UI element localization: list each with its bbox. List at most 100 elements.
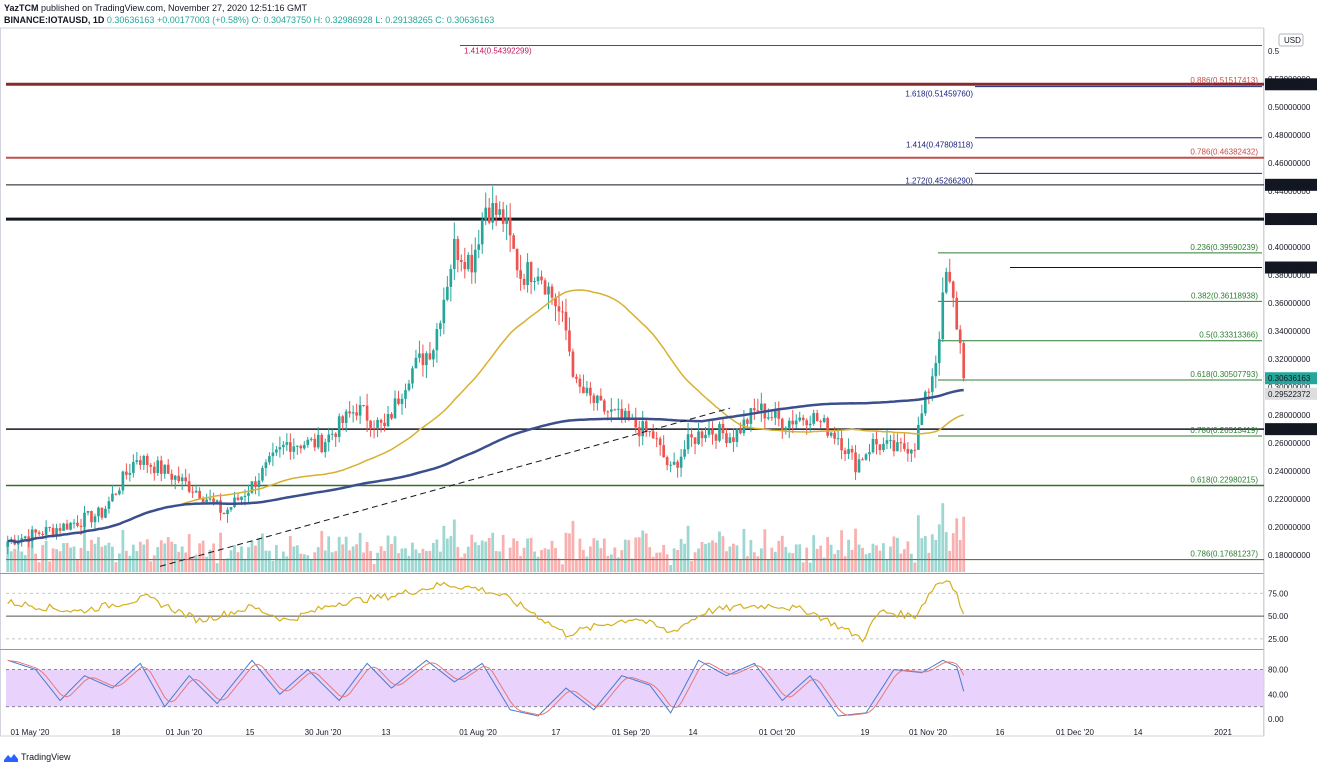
candle-body-18 [69, 522, 72, 530]
volume-bar-48 [173, 543, 177, 572]
volume-bar-88 [313, 552, 317, 572]
candle-body-70 [250, 481, 254, 493]
volume-bar-149 [526, 538, 529, 572]
volume-bar-6 [27, 538, 31, 572]
volume-bar-53 [191, 558, 195, 572]
candle-body-268 [941, 292, 945, 340]
volume-bar-98 [348, 550, 352, 572]
volume-bar-82 [292, 546, 296, 572]
volume-bar-30 [111, 546, 114, 572]
candle-body-33 [121, 471, 125, 491]
volume-bar-79 [281, 551, 285, 572]
candle-body-150 [529, 262, 533, 283]
volume-bar-114 [404, 548, 407, 572]
candle-body-56 [201, 498, 205, 503]
candle-body-237 [833, 432, 836, 439]
ohlc-high: H: 0.32986928 [313, 15, 373, 25]
volume-bar-214 [752, 552, 756, 572]
candle-body-26 [97, 507, 100, 517]
volume-bar-70 [250, 541, 254, 572]
candle-body-132 [466, 254, 470, 270]
candle-body-170 [599, 395, 603, 401]
candle-body-80 [285, 442, 289, 445]
volume-bar-203 [714, 542, 718, 572]
candle-body-143 [505, 217, 508, 224]
candle-body-102 [362, 404, 365, 406]
stoch-level-label-1: 40.00 [1268, 690, 1289, 699]
volume-bar-78 [278, 558, 282, 572]
stoch-band [6, 669, 1264, 707]
volume-bar-25 [93, 543, 97, 572]
volume-bar-154 [543, 548, 547, 572]
candle-body-61 [219, 500, 222, 513]
volume-bar-52 [187, 534, 191, 572]
volume-bar-183 [644, 533, 648, 572]
candle-body-245 [861, 459, 864, 461]
volume-bar-226 [794, 544, 798, 572]
volume-bar-184 [648, 547, 652, 572]
candle-body-234 [822, 418, 826, 422]
currency-badge [1278, 33, 1304, 47]
candle-body-183 [644, 421, 648, 432]
volume-bar-14 [55, 549, 58, 572]
rsi-level-label-2: 25.00 [1268, 635, 1289, 644]
publisher-name[interactable]: YazTCM [4, 3, 39, 13]
volume-bar-87 [309, 559, 313, 572]
volume-bar-128 [452, 519, 456, 572]
price-badge-1 [1265, 178, 1317, 191]
candle-body-103 [365, 405, 369, 421]
moving-average-fast [7, 289, 964, 543]
candle-body-259 [910, 449, 913, 454]
volume-bar-51 [184, 552, 188, 572]
symbol-label[interactable]: BINANCE:IOTAUSD, 1D [4, 15, 105, 25]
candle-body-99 [351, 412, 355, 414]
volume-bar-130 [459, 557, 463, 572]
volume-bar-218 [766, 559, 770, 572]
price-badge-3 [1265, 261, 1317, 274]
volume-bar-62 [222, 560, 226, 572]
volume-bar-261 [916, 515, 920, 572]
candle-body-13 [51, 527, 55, 535]
volume-bar-163 [575, 559, 578, 572]
volume-bar-165 [582, 550, 585, 572]
volume-bar-121 [428, 550, 432, 572]
price-tick-17: 0.20000000 [1268, 523, 1311, 532]
candle-body-127 [449, 268, 453, 287]
candle-body-97 [344, 411, 348, 423]
volume-bar-207 [728, 546, 732, 572]
candle-body-253 [889, 440, 892, 442]
fib-retracement-label-8: 0.786(0.17681237) [1190, 550, 1258, 559]
candle-body-261 [917, 424, 920, 450]
candle-body-149 [526, 262, 529, 285]
candle-body-252 [885, 440, 889, 444]
candle-body-41 [149, 464, 153, 467]
volume-bar-46 [166, 537, 170, 572]
price-tick-9: 0.36000000 [1268, 299, 1311, 308]
candle-body-85 [302, 445, 306, 449]
volume-bar-220 [773, 551, 777, 572]
volume-bar-241 [847, 539, 850, 572]
volume-bar-69 [247, 547, 250, 572]
candle-body-195 [686, 434, 690, 450]
candle-body-197 [693, 437, 697, 444]
candle-body-35 [128, 472, 132, 475]
candle-body-230 [808, 423, 812, 426]
candle-body-256 [899, 442, 903, 444]
candle-body-186 [655, 438, 659, 440]
footer-brand[interactable]: TradingView [21, 752, 71, 762]
volume-bar-12 [48, 561, 52, 572]
price-tick-14: 0.26000000 [1268, 439, 1311, 448]
volume-bar-182 [641, 530, 645, 572]
volume-bar-199 [700, 541, 704, 572]
candle-body-257 [903, 443, 906, 449]
candle-body-255 [896, 442, 899, 452]
candle-body-94 [334, 433, 338, 437]
volume-bar-225 [791, 553, 795, 572]
fib-extension-label-3: 1.272(0.45266290) [905, 176, 973, 185]
volume-bar-117 [414, 549, 418, 572]
rsi-level-label-0: 75.00 [1268, 589, 1289, 598]
volume-bar-269 [944, 532, 948, 572]
fib-retracement-label-2: 0.236(0.39590239) [1190, 243, 1258, 252]
volume-bar-239 [840, 530, 843, 572]
